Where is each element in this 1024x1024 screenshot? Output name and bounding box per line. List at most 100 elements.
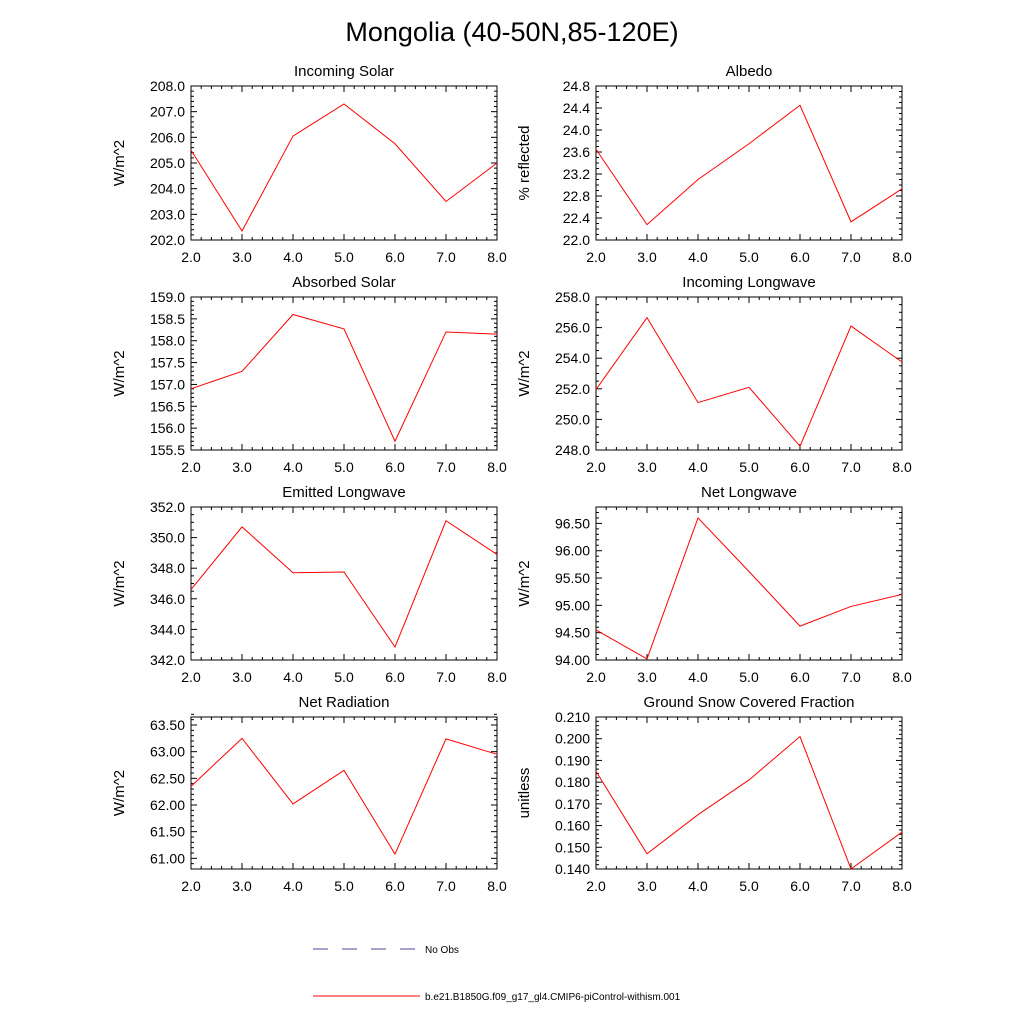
x-tick-label: 2.0 bbox=[181, 669, 201, 685]
x-tick-label: 6.0 bbox=[790, 249, 810, 265]
y-tick-label: 159.0 bbox=[150, 289, 185, 305]
y-axis-label: unitless bbox=[516, 768, 533, 819]
x-tick-label: 4.0 bbox=[283, 669, 303, 685]
y-tick-label: 22.8 bbox=[563, 188, 590, 204]
y-tick-label: 346.0 bbox=[150, 591, 185, 607]
panel-absorbed-solar: Absorbed Solar W/m^2 2.0 3.0 4.0 5.0 6.0 7.0 8.0… bbox=[111, 274, 507, 475]
y-tick-label: 157.0 bbox=[150, 376, 185, 392]
x-tick-label: 6.0 bbox=[790, 669, 810, 685]
panel-emitted-longwave: Emitted Longwave W/m^2 2.0 3.0 4.0 5.0 6.0 7.0 8… bbox=[111, 484, 507, 685]
x-tick-label: 8.0 bbox=[487, 459, 507, 475]
legend: No Obs b.e21.B1850G.f09_g17_gl4.CMIP6-pi… bbox=[313, 945, 681, 1003]
y-axis-label: W/m^2 bbox=[111, 140, 128, 186]
panel-title: Absorbed Solar bbox=[292, 274, 395, 291]
x-tick-label: 4.0 bbox=[283, 878, 303, 894]
x-tick-label: 7.0 bbox=[841, 669, 861, 685]
x-tick-label: 8.0 bbox=[892, 878, 912, 894]
x-tick-label: 2.0 bbox=[181, 249, 201, 265]
x-tick-label: 3.0 bbox=[232, 669, 252, 685]
y-tick-label: 95.50 bbox=[555, 570, 590, 586]
y-tick-label: 155.5 bbox=[150, 442, 185, 458]
x-tick-label: 6.0 bbox=[385, 669, 405, 685]
panel-ground-snow-covered-fraction: Ground Snow Covered Fraction unitless 2.0 3… bbox=[516, 694, 912, 894]
y-tick-label: 157.5 bbox=[150, 355, 185, 371]
y-tick-label: 0.210 bbox=[555, 709, 590, 725]
x-tick-label: 5.0 bbox=[739, 459, 759, 475]
x-tick-label: 4.0 bbox=[688, 669, 708, 685]
panel-incoming-solar: Incoming Solar W/m^2 2.0 3.0 4.0 5.0 6.0 7.0 8.0… bbox=[111, 63, 507, 265]
x-tick-label: 8.0 bbox=[487, 249, 507, 265]
x-tick-label: 3.0 bbox=[232, 878, 252, 894]
x-tick-label: 5.0 bbox=[334, 249, 354, 265]
x-tick-label: 6.0 bbox=[385, 249, 405, 265]
y-tick-label: 156.0 bbox=[150, 420, 185, 436]
y-axis-label: W/m^2 bbox=[111, 560, 128, 606]
x-tick-label: 3.0 bbox=[232, 459, 252, 475]
panel-title: Incoming Longwave bbox=[682, 274, 815, 291]
y-tick-label: 205.0 bbox=[150, 155, 185, 171]
series-line bbox=[190, 103, 498, 233]
x-tick-label: 7.0 bbox=[436, 249, 456, 265]
panel-title: Net Radiation bbox=[299, 694, 390, 711]
x-tick-label: 8.0 bbox=[487, 878, 507, 894]
panels: Incoming Solar W/m^2 2.0 3.0 4.0 5.0 6.0 7.0 8.0… bbox=[111, 63, 912, 894]
series-line bbox=[595, 516, 903, 660]
y-tick-label: 207.0 bbox=[150, 104, 185, 120]
y-tick-label: 248.0 bbox=[555, 442, 590, 458]
y-tick-label: 24.4 bbox=[563, 100, 590, 116]
y-tick-label: 202.0 bbox=[150, 232, 185, 248]
y-axis-label: W/m^2 bbox=[516, 560, 533, 606]
panel-net-radiation: Net Radiation W/m^2 2.0 3.0 4.0 5.0 6.0 7.0 8.0 6… bbox=[111, 694, 507, 894]
x-tick-label: 4.0 bbox=[283, 249, 303, 265]
series-line bbox=[190, 737, 498, 856]
series-line bbox=[190, 520, 498, 649]
plot-frame bbox=[595, 296, 903, 451]
y-tick-label: 206.0 bbox=[150, 129, 185, 145]
y-tick-label: 352.0 bbox=[150, 499, 185, 515]
x-tick-label: 4.0 bbox=[688, 459, 708, 475]
y-axis-label: W/m^2 bbox=[111, 770, 128, 816]
plot-frame bbox=[595, 506, 903, 661]
x-tick-label: 3.0 bbox=[232, 249, 252, 265]
x-tick-label: 5.0 bbox=[739, 249, 759, 265]
x-tick-label: 2.0 bbox=[586, 878, 606, 894]
panel-title: Ground Snow Covered Fraction bbox=[644, 694, 855, 711]
x-tick-label: 4.0 bbox=[688, 878, 708, 894]
plot-frame bbox=[190, 716, 498, 870]
y-tick-label: 203.0 bbox=[150, 206, 185, 222]
x-tick-label: 5.0 bbox=[739, 669, 759, 685]
y-tick-label: 256.0 bbox=[555, 320, 590, 336]
panel-title: Net Longwave bbox=[701, 484, 797, 501]
y-tick-label: 348.0 bbox=[150, 560, 185, 576]
x-tick-label: 5.0 bbox=[739, 878, 759, 894]
x-tick-label: 6.0 bbox=[790, 459, 810, 475]
x-tick-label: 8.0 bbox=[892, 459, 912, 475]
y-tick-label: 22.4 bbox=[563, 210, 590, 226]
series-line bbox=[595, 316, 903, 448]
x-tick-label: 5.0 bbox=[334, 459, 354, 475]
y-tick-label: 96.00 bbox=[555, 543, 590, 559]
x-tick-label: 6.0 bbox=[385, 459, 405, 475]
y-tick-label: 158.5 bbox=[150, 311, 185, 327]
x-tick-label: 4.0 bbox=[283, 459, 303, 475]
series-line bbox=[595, 735, 903, 870]
y-tick-label: 63.50 bbox=[150, 717, 185, 733]
x-tick-label: 7.0 bbox=[436, 878, 456, 894]
x-tick-label: 4.0 bbox=[688, 249, 708, 265]
y-tick-label: 204.0 bbox=[150, 181, 185, 197]
x-tick-label: 2.0 bbox=[181, 878, 201, 894]
x-tick-label: 2.0 bbox=[586, 459, 606, 475]
y-tick-label: 344.0 bbox=[150, 621, 185, 637]
plot-frame bbox=[190, 85, 498, 241]
x-tick-label: 3.0 bbox=[637, 669, 657, 685]
y-tick-label: 350.0 bbox=[150, 530, 185, 546]
y-tick-label: 0.170 bbox=[555, 796, 590, 812]
y-tick-label: 61.50 bbox=[150, 824, 185, 840]
series-line bbox=[190, 313, 498, 443]
plot-frame bbox=[190, 506, 498, 661]
y-tick-label: 250.0 bbox=[555, 411, 590, 427]
panel-albedo: Albedo % reflected 2.0 3.0 4.0 5.0 6.0 7.0 8.0 22… bbox=[516, 63, 912, 265]
x-tick-label: 2.0 bbox=[181, 459, 201, 475]
y-tick-label: 0.150 bbox=[555, 839, 590, 855]
